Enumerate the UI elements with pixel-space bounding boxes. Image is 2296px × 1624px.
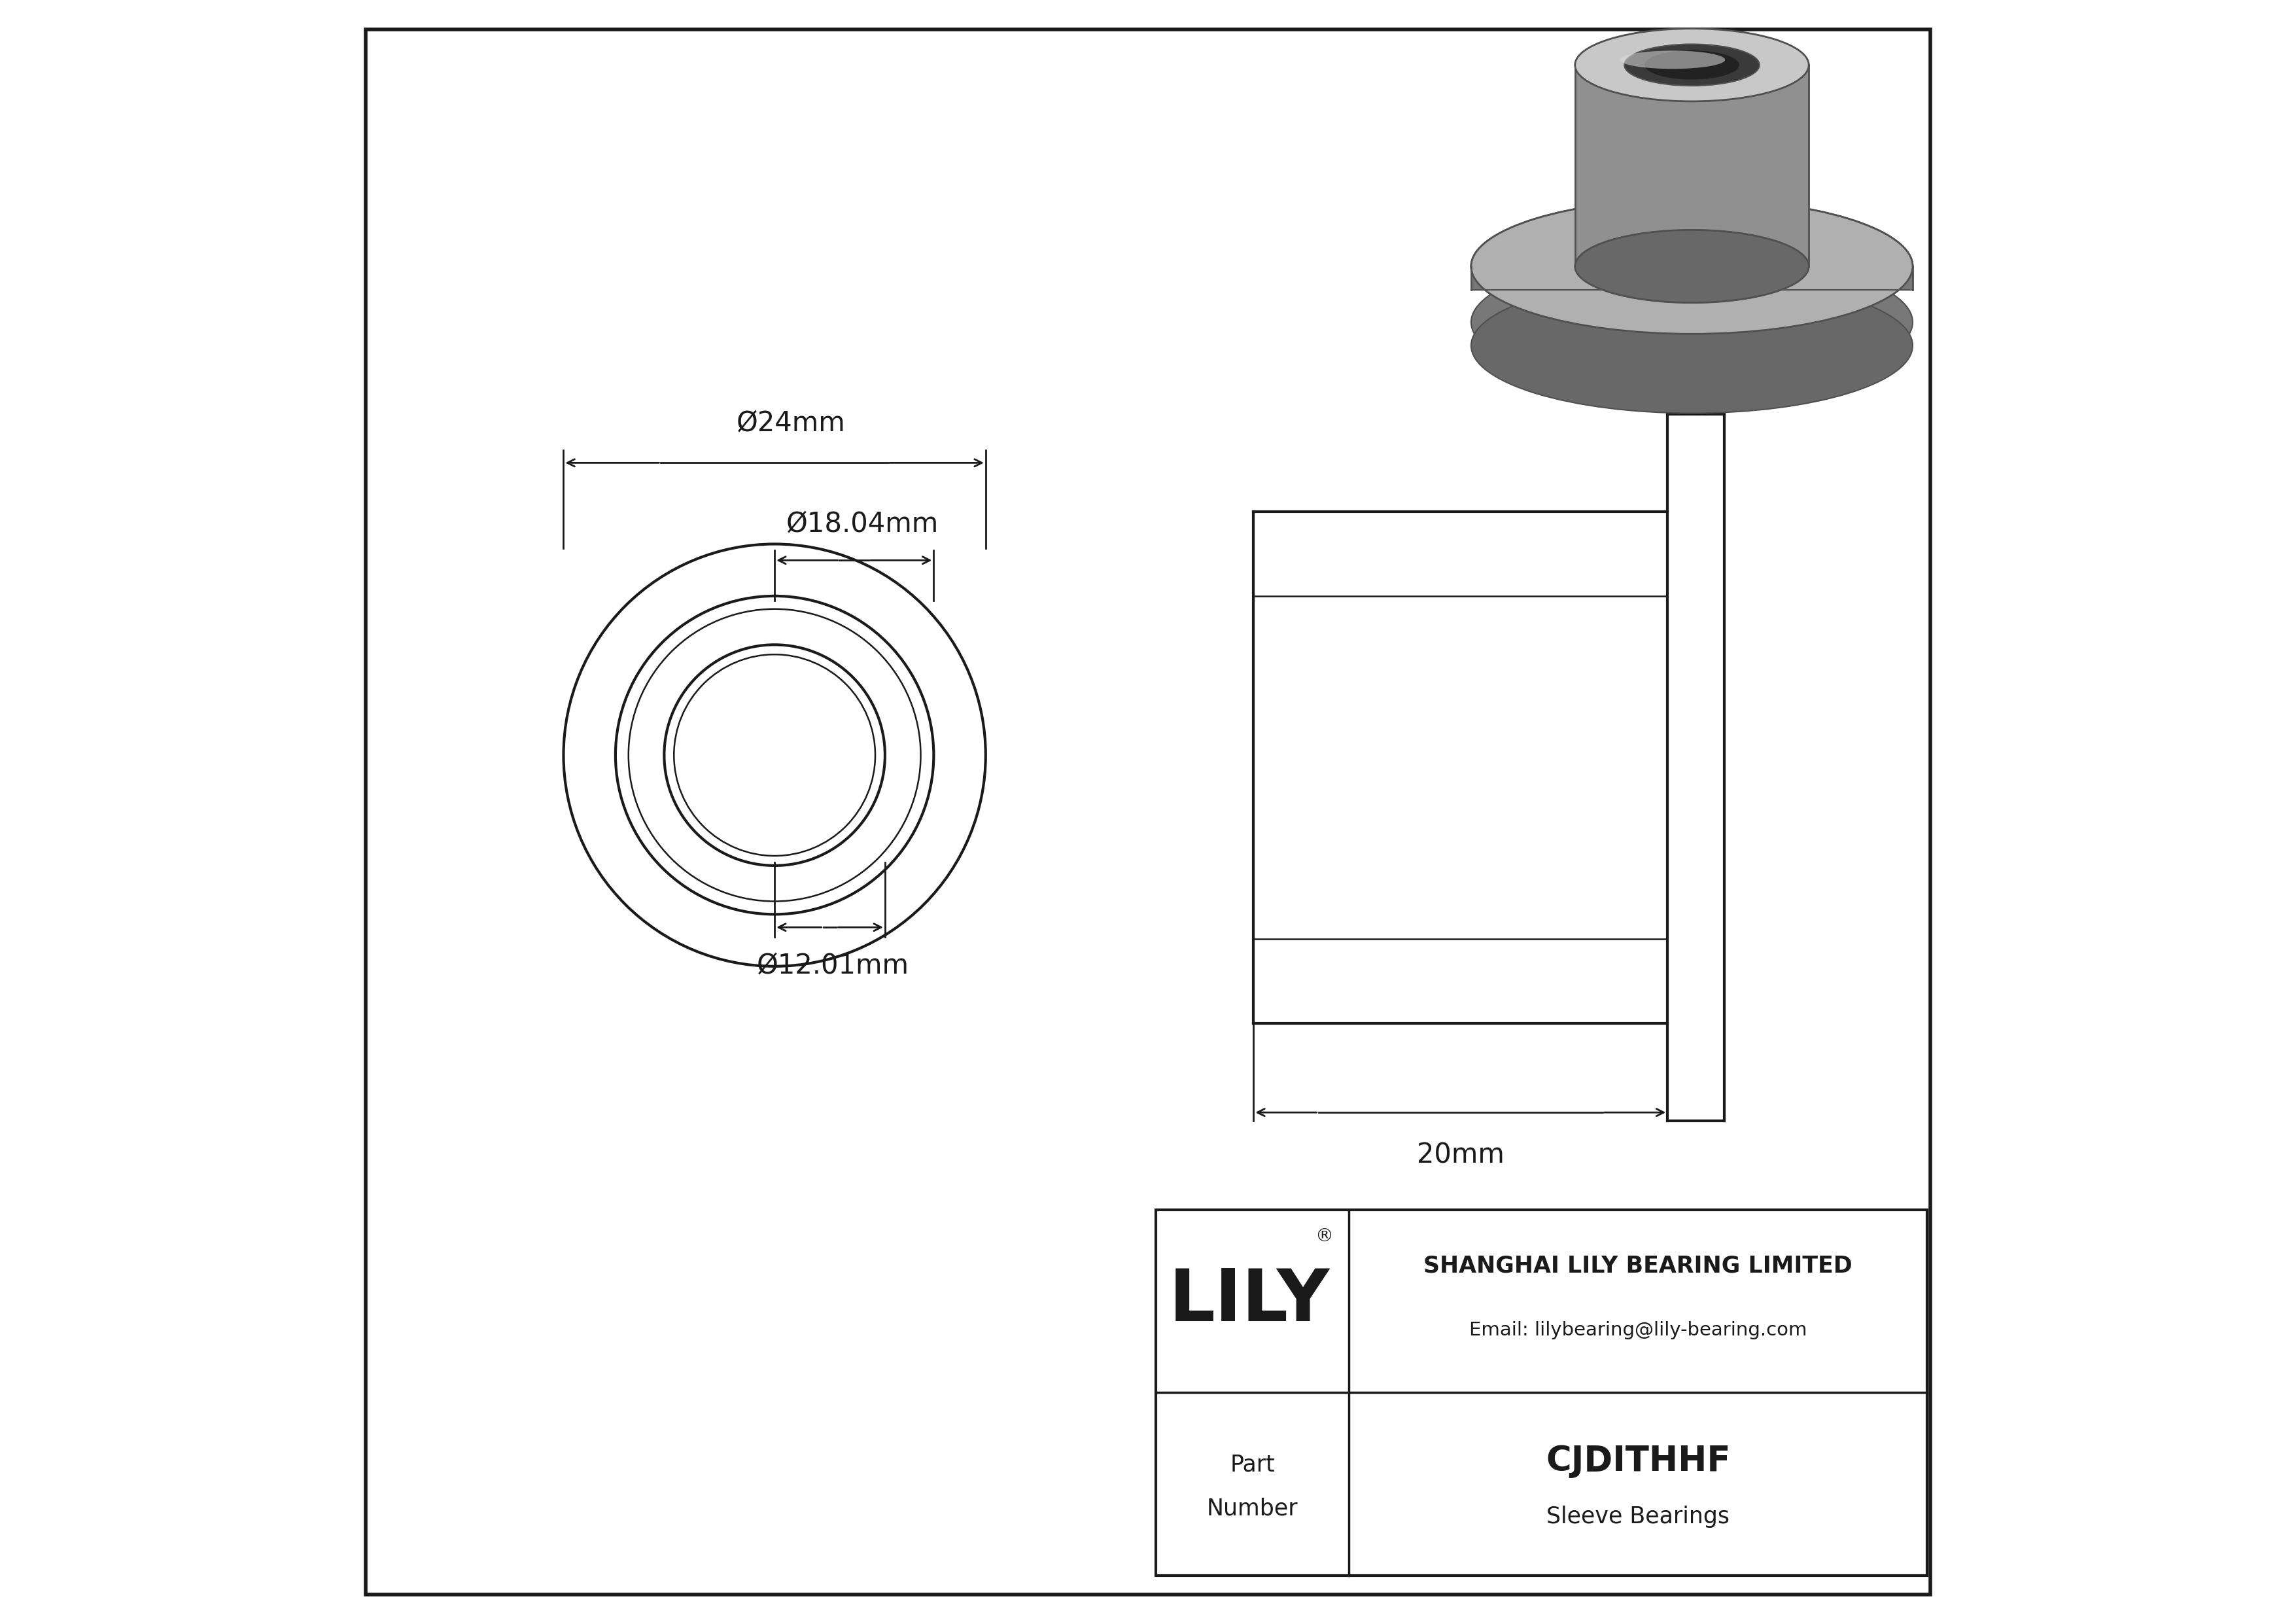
Text: Ø24mm: Ø24mm [737,409,845,437]
Text: LILY: LILY [1169,1267,1329,1337]
Ellipse shape [1472,255,1913,390]
Ellipse shape [1644,50,1738,80]
Text: Ø18.04mm: Ø18.04mm [785,510,939,538]
Text: 3mm: 3mm [1642,343,1711,370]
Ellipse shape [1575,29,1809,101]
Text: SHANGHAI LILY BEARING LIMITED: SHANGHAI LILY BEARING LIMITED [1424,1254,1853,1276]
Ellipse shape [1619,50,1724,68]
Polygon shape [1575,65,1809,266]
Text: 20mm: 20mm [1417,1142,1504,1169]
Ellipse shape [1472,198,1913,335]
Text: Sleeve Bearings: Sleeve Bearings [1548,1505,1729,1528]
Text: CJDITHHF: CJDITHHF [1545,1444,1731,1478]
Ellipse shape [1575,231,1809,302]
Text: Email: lilybearing@lily-bearing.com: Email: lilybearing@lily-bearing.com [1469,1322,1807,1340]
Text: Ø12.01mm: Ø12.01mm [758,952,909,979]
Ellipse shape [1472,198,1913,335]
Ellipse shape [1575,231,1809,302]
Text: Part: Part [1231,1453,1274,1476]
Text: Number: Number [1208,1497,1297,1520]
Ellipse shape [1623,44,1759,86]
Polygon shape [1472,266,1913,289]
Text: ®: ® [1316,1228,1334,1246]
Ellipse shape [1472,278,1913,412]
Bar [1157,1210,1926,1575]
